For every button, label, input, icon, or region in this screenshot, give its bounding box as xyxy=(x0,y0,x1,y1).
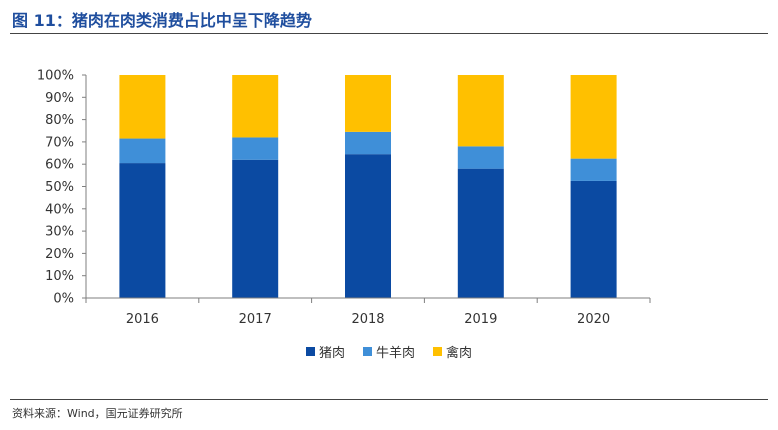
source-divider xyxy=(10,399,768,400)
source-note: 资料来源：Wind，国元证券研究所 xyxy=(12,407,183,420)
y-tick-label: 60% xyxy=(45,158,74,173)
legend-label: 禽肉 xyxy=(446,345,473,361)
y-tick-label: 90% xyxy=(45,91,74,106)
bar-segment-pork xyxy=(345,154,391,298)
y-tick-label: 40% xyxy=(45,202,74,217)
bar-segment-poultry xyxy=(345,75,391,132)
y-tick-label: 50% xyxy=(45,180,74,195)
legend-label: 猪肉 xyxy=(318,345,345,361)
bar-segment-poultry xyxy=(570,75,617,159)
bar-segment-pork xyxy=(232,159,279,298)
bar-segment-beef-mutton xyxy=(345,131,391,155)
x-tick-label: 2020 xyxy=(577,312,610,327)
x-tick-label: 2019 xyxy=(464,312,497,327)
legend-swatch xyxy=(362,346,372,356)
legend-swatch xyxy=(305,346,315,356)
figure-title: 图 11：猪肉在肉类消费占比中呈下降趋势 xyxy=(12,11,312,30)
bar-segment-poultry xyxy=(119,75,166,139)
y-tick-label: 0% xyxy=(53,292,74,307)
chart-legend: 猪肉 牛羊肉 禽肉 xyxy=(0,341,778,361)
bars xyxy=(119,75,617,298)
y-tick-label: 30% xyxy=(45,225,74,240)
bar-segment-pork xyxy=(457,168,504,298)
bar-segment-pork xyxy=(119,163,166,298)
bar-segment-beef-mutton xyxy=(457,146,504,169)
legend-item: 猪肉 xyxy=(305,342,345,361)
y-tick-label: 80% xyxy=(45,113,74,128)
legend-swatch xyxy=(433,346,442,356)
y-tick-label: 20% xyxy=(45,247,74,262)
x-tick-label: 2017 xyxy=(239,312,272,327)
x-axis: 2016 2017 2018 2019 2020 xyxy=(85,297,651,327)
legend-label: 牛羊肉 xyxy=(375,345,415,361)
bar-segment-beef-mutton xyxy=(119,138,166,164)
x-tick-label: 2016 xyxy=(126,312,159,327)
bar-segment-poultry xyxy=(232,75,279,138)
bar-segment-beef-mutton xyxy=(570,158,617,181)
bar-segment-poultry xyxy=(457,75,504,147)
title-divider xyxy=(10,33,768,34)
legend-item: 禽肉 xyxy=(433,342,472,361)
y-tick-label: 70% xyxy=(45,135,74,150)
y-tick-label: 10% xyxy=(45,269,74,284)
legend-item: 牛羊肉 xyxy=(362,342,415,361)
y-axis: 0% 10% 20% 30% 40% 50% 60% 70% 80% 90% 100% xyxy=(37,69,87,307)
stacked-bar-chart: 0%10%20%30%40%50%60%70%80%90%100% 2016 20… xyxy=(37,69,651,327)
x-tick-label: 2018 xyxy=(351,312,384,327)
y-tick-label: 100% xyxy=(37,69,74,84)
bar-segment-beef-mutton xyxy=(232,137,279,160)
bar-segment-pork xyxy=(570,180,617,298)
